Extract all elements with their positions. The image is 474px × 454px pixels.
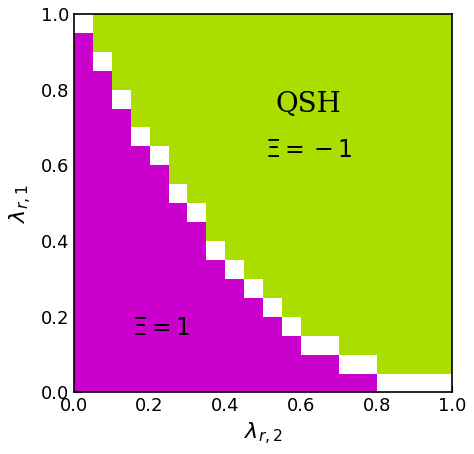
Bar (112, 109, 131, 392)
Bar (320, 355, 339, 392)
Bar (263, 298, 282, 317)
Bar (396, 374, 415, 392)
Bar (320, 336, 339, 355)
Bar (187, 222, 206, 392)
Bar (301, 355, 320, 392)
Bar (263, 317, 282, 392)
Bar (225, 260, 244, 279)
Bar (339, 374, 358, 392)
Bar (206, 241, 225, 260)
Text: QSH: QSH (276, 91, 341, 118)
Bar (74, 14, 93, 33)
Bar (131, 128, 150, 147)
Bar (187, 203, 206, 222)
Y-axis label: $\lambda_{r,1}$: $\lambda_{r,1}$ (8, 184, 34, 222)
Bar (282, 336, 301, 392)
Bar (282, 317, 301, 336)
Bar (169, 184, 187, 203)
Bar (150, 147, 169, 165)
Bar (434, 374, 452, 392)
Bar (339, 355, 358, 374)
Bar (150, 165, 169, 392)
Bar (415, 374, 434, 392)
X-axis label: $\lambda_{r,2}$: $\lambda_{r,2}$ (244, 421, 283, 447)
Bar (93, 52, 112, 71)
Bar (169, 203, 187, 392)
Bar (131, 147, 150, 392)
Bar (112, 89, 131, 109)
Text: $\Xi = 1$: $\Xi = 1$ (132, 316, 190, 340)
Text: $\Xi = -1$: $\Xi = -1$ (265, 139, 352, 162)
Bar (225, 279, 244, 392)
Bar (206, 260, 225, 392)
Bar (377, 374, 396, 392)
Bar (244, 279, 263, 298)
Bar (358, 374, 377, 392)
Bar (93, 71, 112, 392)
Bar (358, 355, 377, 374)
Bar (74, 33, 93, 392)
Bar (244, 298, 263, 392)
Bar (301, 336, 320, 355)
